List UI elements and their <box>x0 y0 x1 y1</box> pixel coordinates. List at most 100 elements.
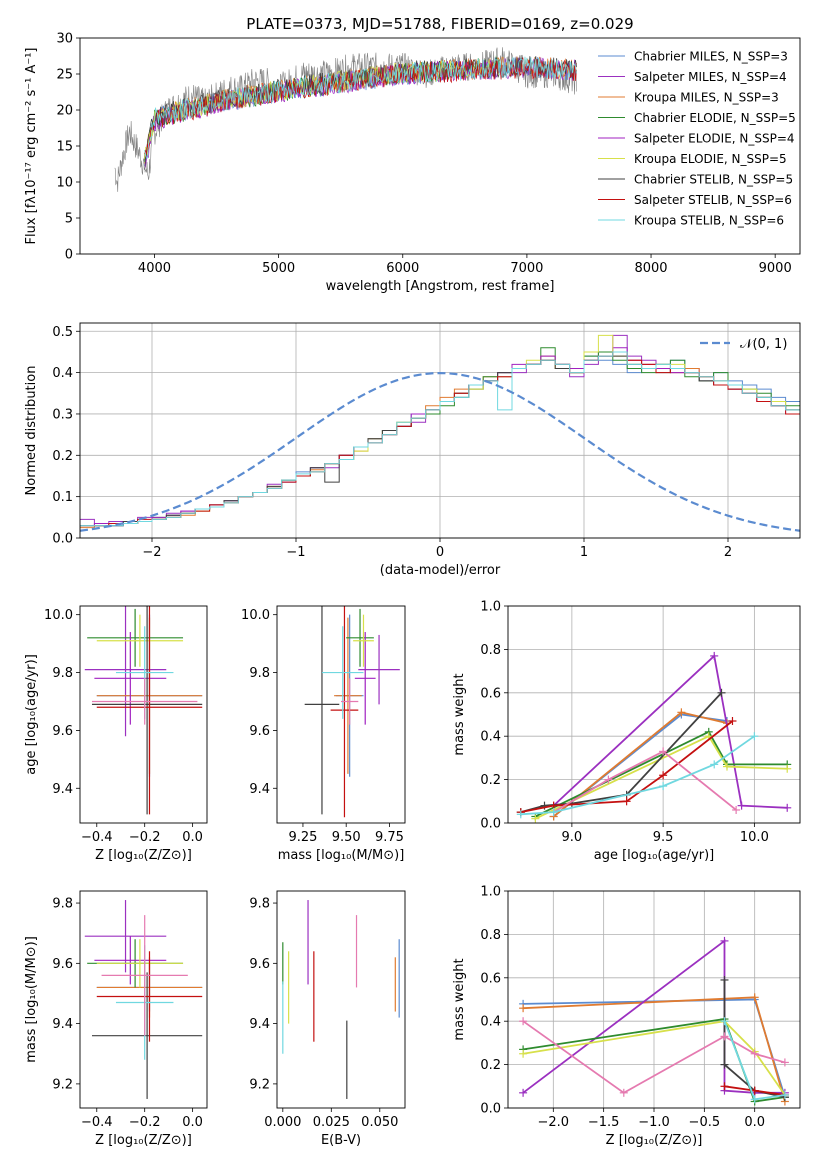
weight-line <box>534 735 788 820</box>
y-axis-label: age [log₁₀(age/yr)] <box>24 654 39 775</box>
y-tick-label: 0.4 <box>480 1015 501 1030</box>
plot-area <box>84 606 203 815</box>
y-tick-label: 0 <box>65 248 73 263</box>
y-tick-label: 9.6 <box>249 724 270 739</box>
x-axis-label: Z [log₁₀(Z/Z⊙)] <box>95 848 192 863</box>
axes-frame <box>276 890 406 1109</box>
plot-area <box>304 606 400 818</box>
y-tick-label: 0.0 <box>480 817 501 832</box>
y-tick-label: 0.0 <box>480 1102 501 1117</box>
axes-frame <box>276 605 406 824</box>
x-tick-label: 0.025 <box>313 1115 350 1130</box>
legend-gaussian-label: 𝒩(0, 1) <box>740 337 787 352</box>
axes-frame <box>79 37 801 255</box>
model-spectrum-line <box>144 56 577 159</box>
y-tick-label: 0.2 <box>480 1058 501 1073</box>
y-tick-label: 15 <box>56 140 73 155</box>
axes-frame <box>79 322 801 539</box>
y-tick-label: 9.6 <box>52 724 73 739</box>
legend-label: Chabrier STELIB, N_SSP=5 <box>634 173 793 187</box>
y-tick-label: 30 <box>56 32 73 47</box>
histogram-step <box>80 351 800 529</box>
panel-age-vs-mass: 9.25 9.50 9.75 9.4 9.6 9.8 10.0 mass [log₁₀(M/M… <box>241 605 406 863</box>
x-tick-label: −1.5 <box>588 1115 620 1130</box>
x-tick-label: 9.5 <box>653 830 674 845</box>
y-axis-label: mass weight <box>452 958 467 1040</box>
histogram-step <box>80 355 800 527</box>
y-tick-label: 0.0 <box>52 532 73 547</box>
x-tick-label: −1 <box>286 545 305 560</box>
x-axis-label: age [log₁₀(age/yr)] <box>594 848 715 863</box>
y-axis-label: Normed distribution <box>24 366 39 496</box>
x-tick-label: 5000 <box>262 261 295 276</box>
y-tick-label: 9.6 <box>52 957 73 972</box>
legend-label: Salpeter STELIB, N_SSP=6 <box>634 193 792 207</box>
panel-weight-vs-Z: −2.0 −1.5 −1.0 −0.5 0.0 0.0 0.2 0.4 0.6 0.8 1.0 Z [… <box>452 885 801 1148</box>
x-tick-label: 0.050 <box>361 1115 398 1130</box>
x-tick-label: −2 <box>142 545 161 560</box>
x-tick-label: 10.0 <box>740 830 769 845</box>
x-tick-label: 1 <box>580 545 588 560</box>
legend-label: Chabrier MILES, N_SSP=3 <box>634 50 788 64</box>
legend-label: Salpeter MILES, N_SSP=4 <box>634 70 787 84</box>
plot-area <box>84 900 203 1099</box>
y-tick-label: 9.4 <box>52 782 73 797</box>
y-tick-label: 25 <box>56 68 73 83</box>
histogram-step <box>80 334 800 527</box>
y-tick-label: 9.4 <box>249 1017 270 1032</box>
x-axis-label: mass [log₁₀(M/M⊙)] <box>278 848 405 863</box>
axes-frame <box>79 890 208 1109</box>
weight-line <box>553 654 788 809</box>
y-tick-label: 9.8 <box>249 666 270 681</box>
y-tick-label: 0.4 <box>480 730 501 745</box>
x-axis-label: Z [log₁₀(Z/Z⊙)] <box>95 1133 192 1148</box>
y-tick-label: 9.4 <box>52 1017 73 1032</box>
legend-label: Kroupa MILES, N_SSP=3 <box>634 91 779 105</box>
panel-spectrum: 4000 5000 6000 7000 8000 9000 0 5 10 15 20 25 30 wave… <box>24 32 801 294</box>
x-tick-label: −0.2 <box>129 1115 161 1130</box>
x-tick-label: 0.000 <box>264 1115 301 1130</box>
panel-mass-vs-ebv: 0.000 0.025 0.050 9.2 9.4 9.6 9.8 E(B-V) <box>249 890 406 1148</box>
gaussian-curve <box>80 371 800 532</box>
x-axis-label: Z [log₁₀(Z/Z⊙)] <box>606 1133 703 1148</box>
y-tick-label: 5 <box>65 212 73 227</box>
panel-residuals: −2 −1 0 1 2 0.0 0.1 0.2 0.3 0.4 0.5 (data-model)/er… <box>24 322 801 578</box>
x-tick-label: 0.0 <box>182 830 203 845</box>
x-tick-label: −1.0 <box>638 1115 670 1130</box>
y-tick-label: 0.5 <box>52 325 73 340</box>
panel-age-vs-Z: −0.4 −0.2 0.0 9.4 9.6 9.8 10.0 Z [log₁₀(Z/Z⊙)] a… <box>24 605 208 863</box>
x-tick-label: 0 <box>436 545 444 560</box>
y-tick-label: 9.6 <box>249 957 270 972</box>
plot-area <box>516 651 792 823</box>
panel-mass-vs-Z: −0.4 −0.2 0.0 9.2 9.4 9.6 9.8 Z [log₁₀(Z/Z⊙)] ma… <box>24 890 208 1148</box>
y-tick-label: 0.3 <box>52 407 73 422</box>
y-tick-label: 0.1 <box>52 490 73 505</box>
x-tick-label: −0.4 <box>81 830 113 845</box>
spectrum-title: PLATE=0373, MJD=51788, FIBERID=0169, z=0… <box>246 15 633 33</box>
x-tick-label: 2 <box>724 545 732 560</box>
x-tick-label: 9.25 <box>288 830 317 845</box>
y-tick-label: 0.6 <box>480 686 501 701</box>
spectrum-legend: Chabrier MILES, N_SSP=3 Salpeter MILES, N… <box>598 50 796 228</box>
histogram-step <box>80 351 800 527</box>
x-tick-label: 9000 <box>759 261 792 276</box>
histogram-step <box>80 347 800 527</box>
y-tick-label: 0.6 <box>480 971 501 986</box>
y-tick-label: 9.8 <box>52 897 73 912</box>
x-tick-label: 9.0 <box>562 830 583 845</box>
x-tick-label: −2.0 <box>538 1115 570 1130</box>
x-tick-label: 6000 <box>386 261 419 276</box>
x-tick-label: −0.4 <box>81 1115 113 1130</box>
x-tick-label: −0.5 <box>689 1115 721 1130</box>
weight-line <box>553 750 737 813</box>
plot-area <box>519 936 789 1106</box>
legend-label: Kroupa ELODIE, N_SSP=5 <box>634 152 787 166</box>
y-tick-label: 9.4 <box>249 782 270 797</box>
x-tick-label: 9.75 <box>375 830 404 845</box>
x-tick-label: 8000 <box>634 261 667 276</box>
plot-area <box>80 334 800 532</box>
plot-area <box>282 900 400 1099</box>
histogram-step <box>80 347 800 527</box>
legend-label: Salpeter ELODIE, N_SSP=4 <box>634 132 795 146</box>
